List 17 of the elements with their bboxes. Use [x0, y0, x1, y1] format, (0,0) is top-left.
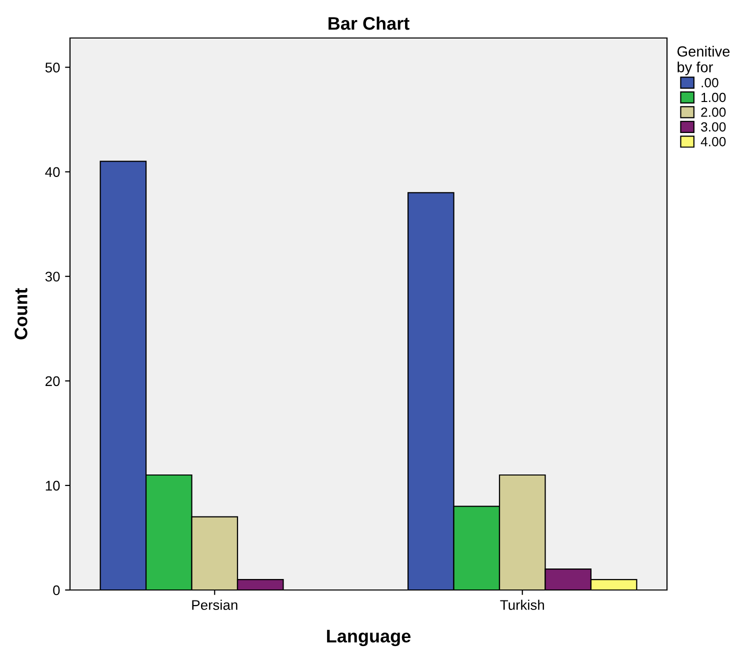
legend-label: 4.00: [700, 136, 726, 146]
y-axis-title: Count: [14, 288, 28, 340]
y-tick-label: 0: [53, 585, 60, 596]
y-tick-label: 10: [46, 480, 60, 491]
legend-label: 1.00: [702, 92, 726, 102]
legend-title: Genitive by for: [677, 46, 730, 76]
y-tick-label: 30: [45, 272, 60, 282]
legend-label: .00: [702, 78, 718, 88]
legend-label: 3.00: [701, 122, 726, 132]
y-tick-label: 20: [46, 376, 60, 386]
y-tick-label: 40: [45, 167, 60, 177]
x-tick-label: Persian: [192, 600, 238, 610]
chart-title: Bar Chart: [328, 16, 410, 30]
x-axis-title: Language: [327, 630, 411, 646]
y-tick-label: 50: [45, 62, 60, 72]
x-tick-label: Turkish: [500, 600, 544, 610]
legend-label: 2.00: [701, 108, 726, 117]
